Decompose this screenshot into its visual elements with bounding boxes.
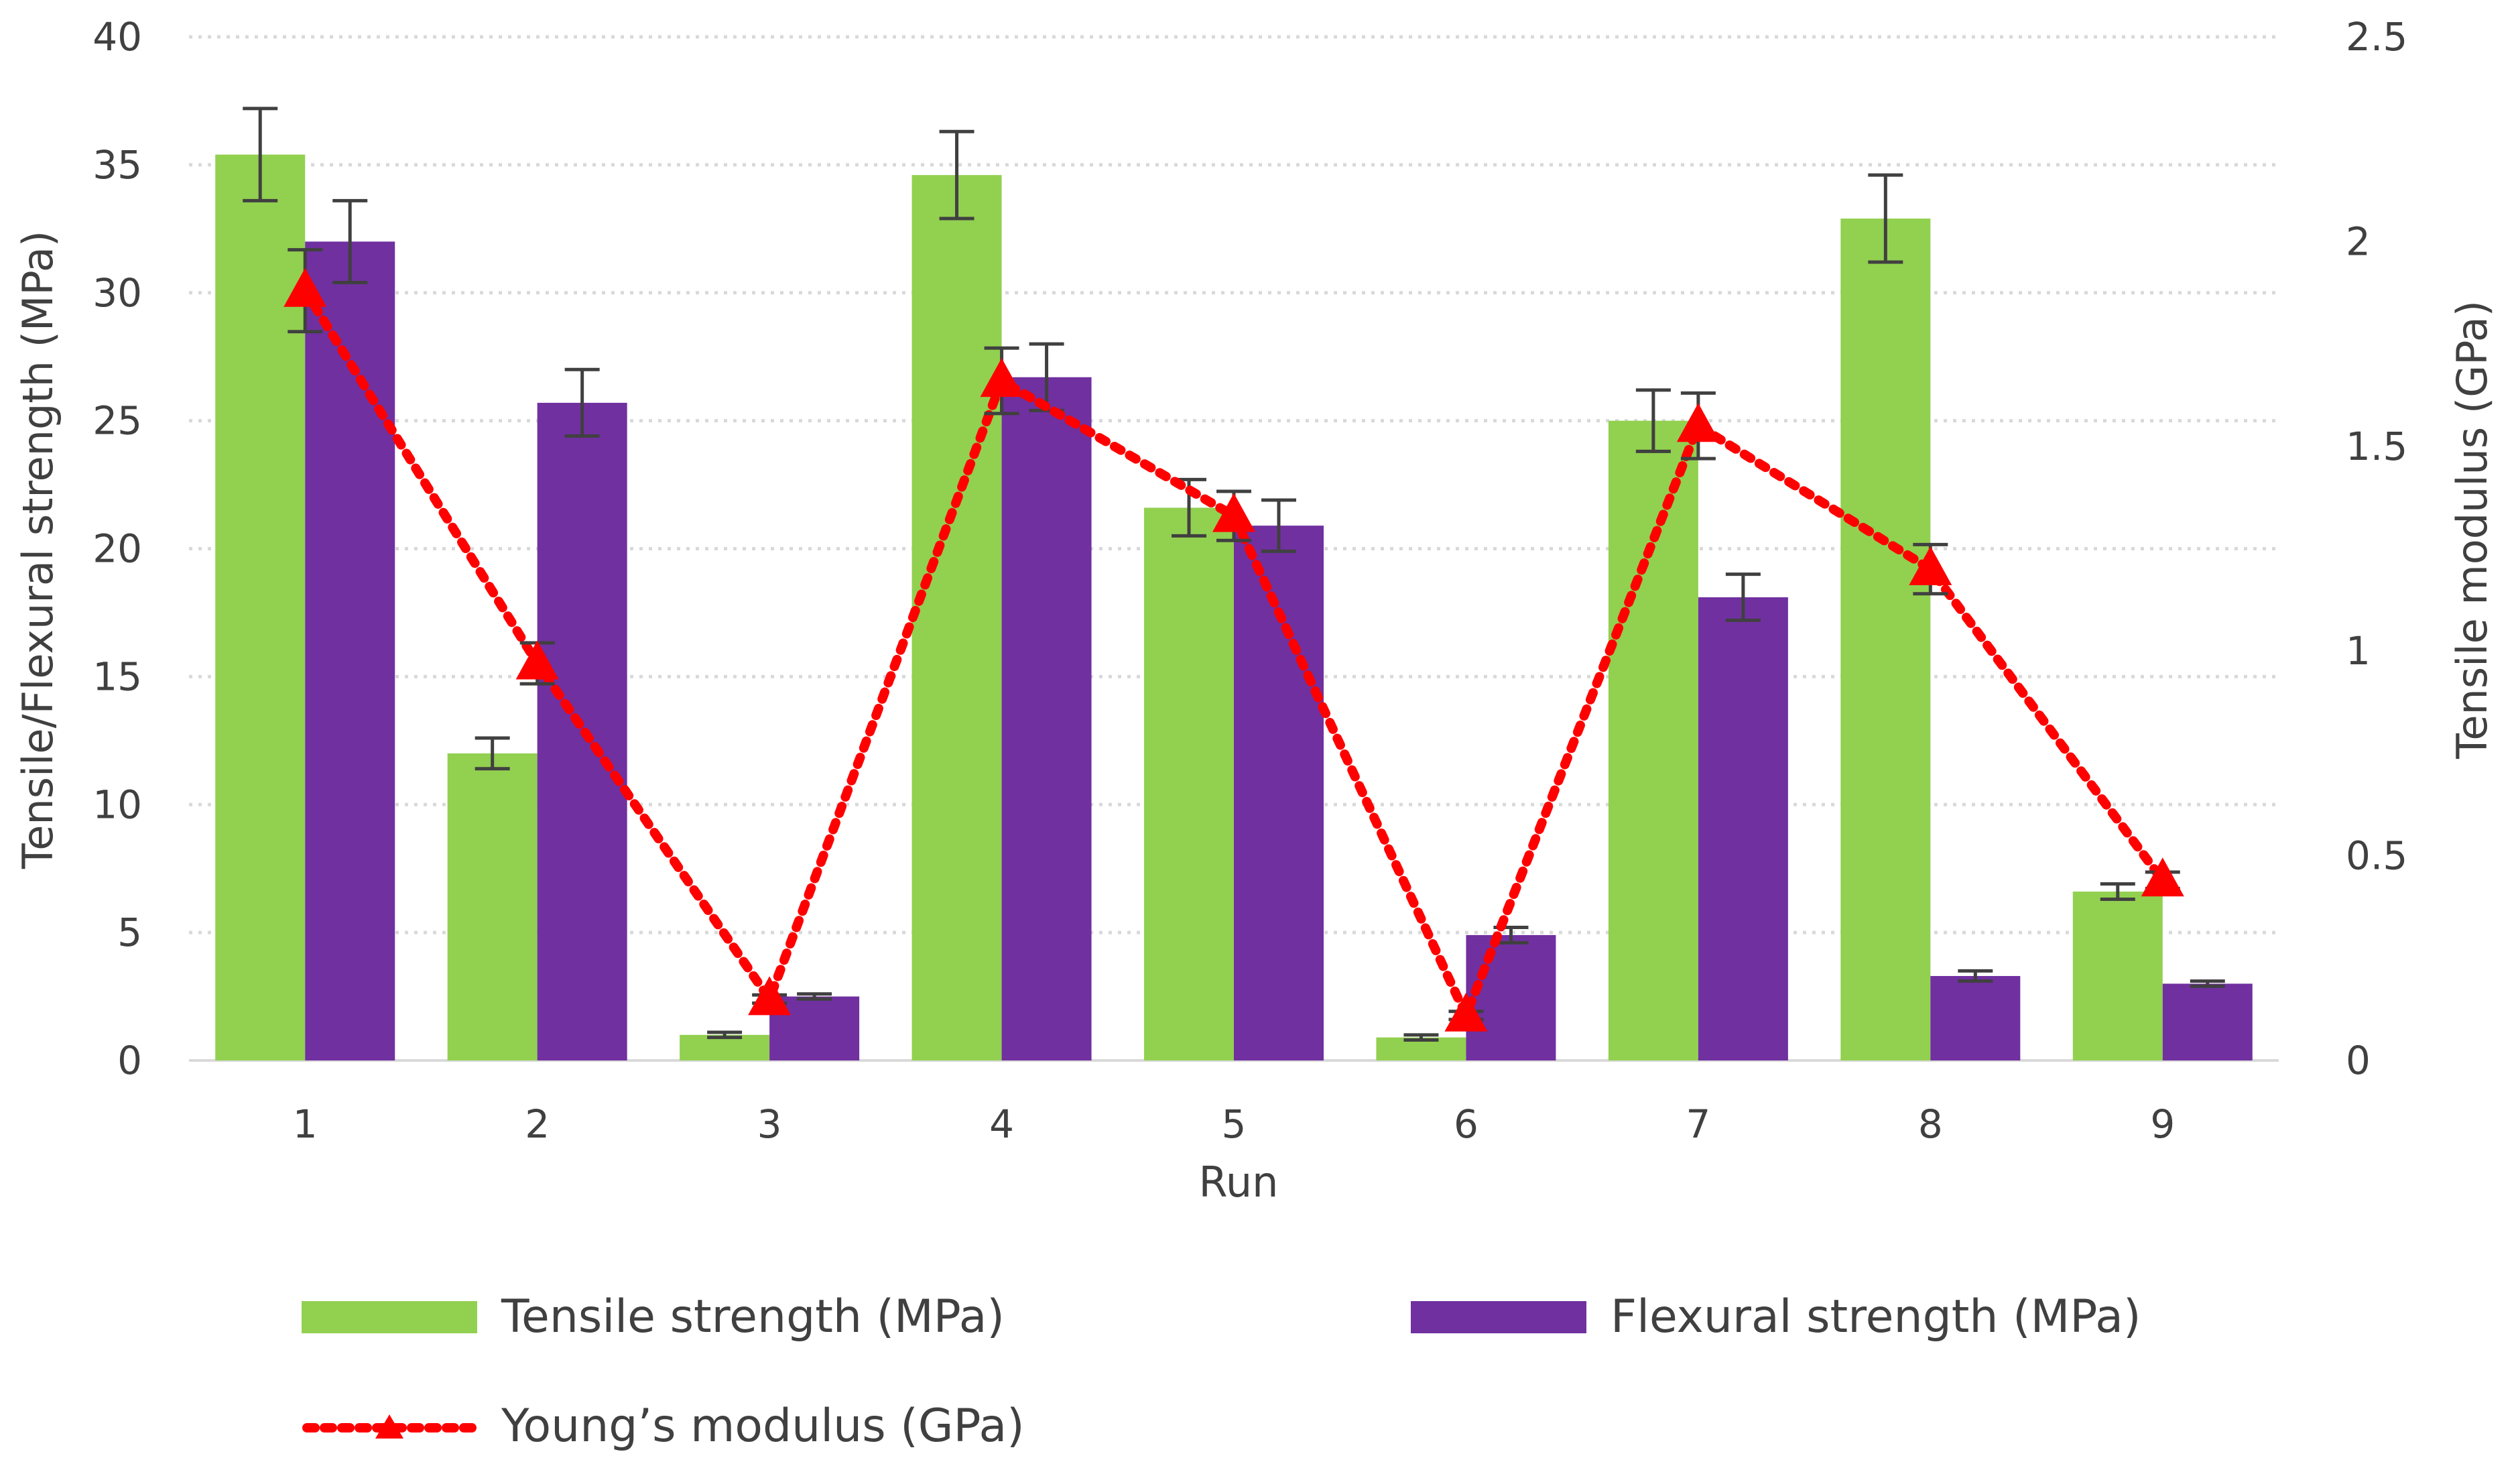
tensile-error-bar xyxy=(1635,388,1671,453)
x-tick-label: 6 xyxy=(1454,1101,1478,1147)
tensile-bar xyxy=(911,175,1002,1060)
y-tick-label: 5 xyxy=(117,910,142,955)
legend-swatch-flexural xyxy=(1411,1300,1586,1333)
legend-item-modulus: Young’s modulus (GPa) xyxy=(302,1400,1025,1453)
y2-tick-label: 1 xyxy=(2346,628,2371,674)
left-axis-ticks: 0 5 10 15 20 25 30 35 40 xyxy=(92,14,142,1083)
y-tick-label: 0 xyxy=(117,1038,142,1083)
tensile-error-bar xyxy=(1403,1033,1439,1042)
modulus-point xyxy=(1909,546,1952,586)
flexural-bar xyxy=(1698,597,1788,1060)
x-tick-label: 4 xyxy=(989,1101,1014,1147)
legend-swatch-tensile xyxy=(302,1300,477,1333)
y2-tick-label: 2.5 xyxy=(2346,14,2407,60)
y-tick-label: 25 xyxy=(92,398,142,444)
flexural-bar xyxy=(1466,934,1556,1060)
tensile-bar xyxy=(215,154,306,1061)
legend-item-tensile: Tensile strength (MPa) xyxy=(302,1290,1005,1343)
legend-label-tensile: Tensile strength (MPa) xyxy=(501,1290,1005,1343)
legend-label-flexural: Flexural strength (MPa) xyxy=(1611,1290,2141,1343)
y-tick-label: 20 xyxy=(92,526,142,572)
tensile-bar xyxy=(447,753,538,1060)
x-axis-title: Run xyxy=(1199,1158,1279,1207)
y-axis-title: Tensile/Flexural strength (MPa) xyxy=(13,231,62,869)
x-tick-label: 8 xyxy=(1918,1101,1943,1147)
tensile-bar xyxy=(680,1034,770,1060)
tensile-bar xyxy=(1608,420,1698,1060)
tensile-bar xyxy=(1840,219,1931,1061)
y2-tick-label: 2 xyxy=(2346,219,2371,264)
modulus-point xyxy=(2141,857,2184,897)
legend-label-modulus: Young’s modulus (GPa) xyxy=(501,1400,1025,1453)
flexural-bar xyxy=(1234,526,1324,1060)
legend-swatch-modulus xyxy=(302,1406,477,1447)
flexural-error-bar xyxy=(797,992,832,1001)
tensile-bar xyxy=(2072,892,2163,1060)
y2-tick-label: 0 xyxy=(2346,1038,2371,1083)
modulus-point xyxy=(515,640,559,680)
x-axis-ticks: 1 2 3 4 5 6 7 8 9 xyxy=(293,1101,2175,1147)
y-tick-label: 35 xyxy=(92,142,142,188)
tensile-error-bar xyxy=(2100,882,2135,901)
y-tick-label: 10 xyxy=(92,782,142,827)
x-tick-label: 5 xyxy=(1222,1101,1247,1147)
x-tick-label: 1 xyxy=(293,1101,318,1147)
y-tick-label: 15 xyxy=(92,654,142,699)
tensile-error-bar xyxy=(243,107,278,202)
modulus-point xyxy=(1444,992,1488,1032)
flexural-error-bar xyxy=(1958,969,1993,983)
tensile-bar xyxy=(1144,507,1234,1060)
x-tick-label: 9 xyxy=(2150,1101,2175,1147)
modulus-point xyxy=(284,267,327,307)
x-tick-label: 7 xyxy=(1686,1101,1710,1147)
flexural-error-bar xyxy=(1725,572,1761,622)
modulus-point xyxy=(980,358,1023,398)
tensile-error-bar xyxy=(707,1030,743,1040)
flexural-bar xyxy=(1001,377,1092,1060)
x-tick-label: 3 xyxy=(757,1101,782,1147)
flexural-bar xyxy=(305,241,395,1060)
y2-axis-title: Tensile modulus (GPa) xyxy=(2448,300,2497,759)
tensile-error-bar xyxy=(1868,173,1903,264)
y2-tick-label: 1.5 xyxy=(2346,424,2407,469)
legend-item-flexural: Flexural strength (MPa) xyxy=(1411,1290,2141,1343)
right-axis-ticks: 0 0.5 1 1.5 2 2.5 xyxy=(2346,14,2407,1083)
y-tick-label: 30 xyxy=(92,270,142,316)
tensile-error-bar xyxy=(475,736,510,771)
modulus-point xyxy=(1212,493,1255,532)
flexural-bar xyxy=(1930,976,2021,1060)
y2-tick-label: 0.5 xyxy=(2346,833,2407,879)
flexural-error-bar xyxy=(2190,979,2225,988)
flexural-bar xyxy=(2162,983,2253,1060)
modulus-point xyxy=(748,976,792,1016)
flexural-error-bar xyxy=(332,198,368,284)
y-tick-label: 40 xyxy=(92,14,142,60)
x-tick-label: 2 xyxy=(525,1101,550,1147)
tensile-error-bar xyxy=(939,129,974,221)
modulus-point xyxy=(1676,403,1720,442)
line-marks xyxy=(284,248,2184,1032)
flexural-error-bar xyxy=(1261,498,1296,553)
flexural-error-bar xyxy=(564,367,600,438)
